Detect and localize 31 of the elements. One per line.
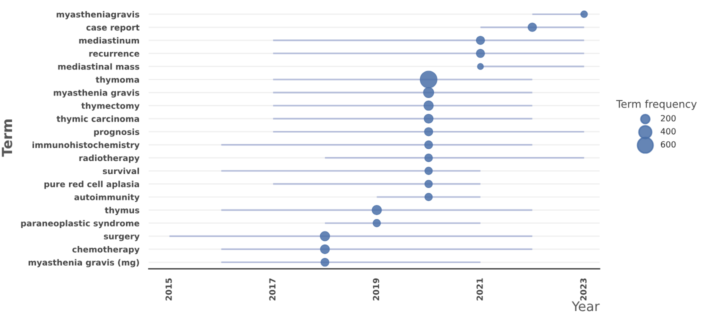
y-tick-label: thymus bbox=[104, 206, 140, 216]
legend-label: 400 bbox=[660, 128, 676, 134]
y-tick-label: thymectomy bbox=[81, 102, 140, 111]
y-tick-label: autoimmunity bbox=[74, 194, 140, 202]
y-tick-label: myasthenia gravis (mg) bbox=[28, 259, 139, 268]
y-tick-label: prognosis bbox=[94, 128, 140, 137]
x-axis-title: Year bbox=[572, 301, 600, 312]
y-tick-label: myasthenia gravis bbox=[54, 89, 140, 98]
y-tick-label: thymoma bbox=[96, 76, 139, 84]
y-tick-label: pure red cell aplasia bbox=[44, 180, 139, 189]
x-tick-label: 2019 bbox=[372, 278, 380, 300]
y-tick-label: surgery bbox=[104, 234, 140, 242]
y-tick-label: mediastinum bbox=[79, 37, 139, 44]
x-tick-label: 2021 bbox=[476, 278, 483, 300]
y-tick-label: chemotherapy bbox=[72, 246, 140, 254]
y-tick-label: paraneoplastic syndrome bbox=[21, 220, 140, 228]
y-axis-title: Term bbox=[2, 120, 12, 157]
y-tick-label: myastheniagravis bbox=[56, 11, 140, 20]
legend-title: Term frequency bbox=[616, 100, 697, 110]
y-tick-label: survival bbox=[102, 168, 139, 174]
legend-label: 600 bbox=[660, 141, 676, 148]
x-tick-label: 2017 bbox=[269, 278, 276, 300]
y-tick-label: immunohistochemistry bbox=[32, 142, 140, 150]
x-tick-label: 2023 bbox=[580, 278, 587, 300]
y-tick-label: radiotherapy bbox=[79, 154, 140, 163]
y-tick-label: thymic carcinoma bbox=[56, 116, 139, 124]
legend-label: 200 bbox=[660, 115, 676, 122]
y-tick-label: case report bbox=[86, 24, 140, 32]
y-tick-label: mediastinal mass bbox=[58, 63, 140, 70]
x-tick-label: 2015 bbox=[166, 278, 172, 300]
y-tick-label: recurrence bbox=[89, 52, 140, 57]
